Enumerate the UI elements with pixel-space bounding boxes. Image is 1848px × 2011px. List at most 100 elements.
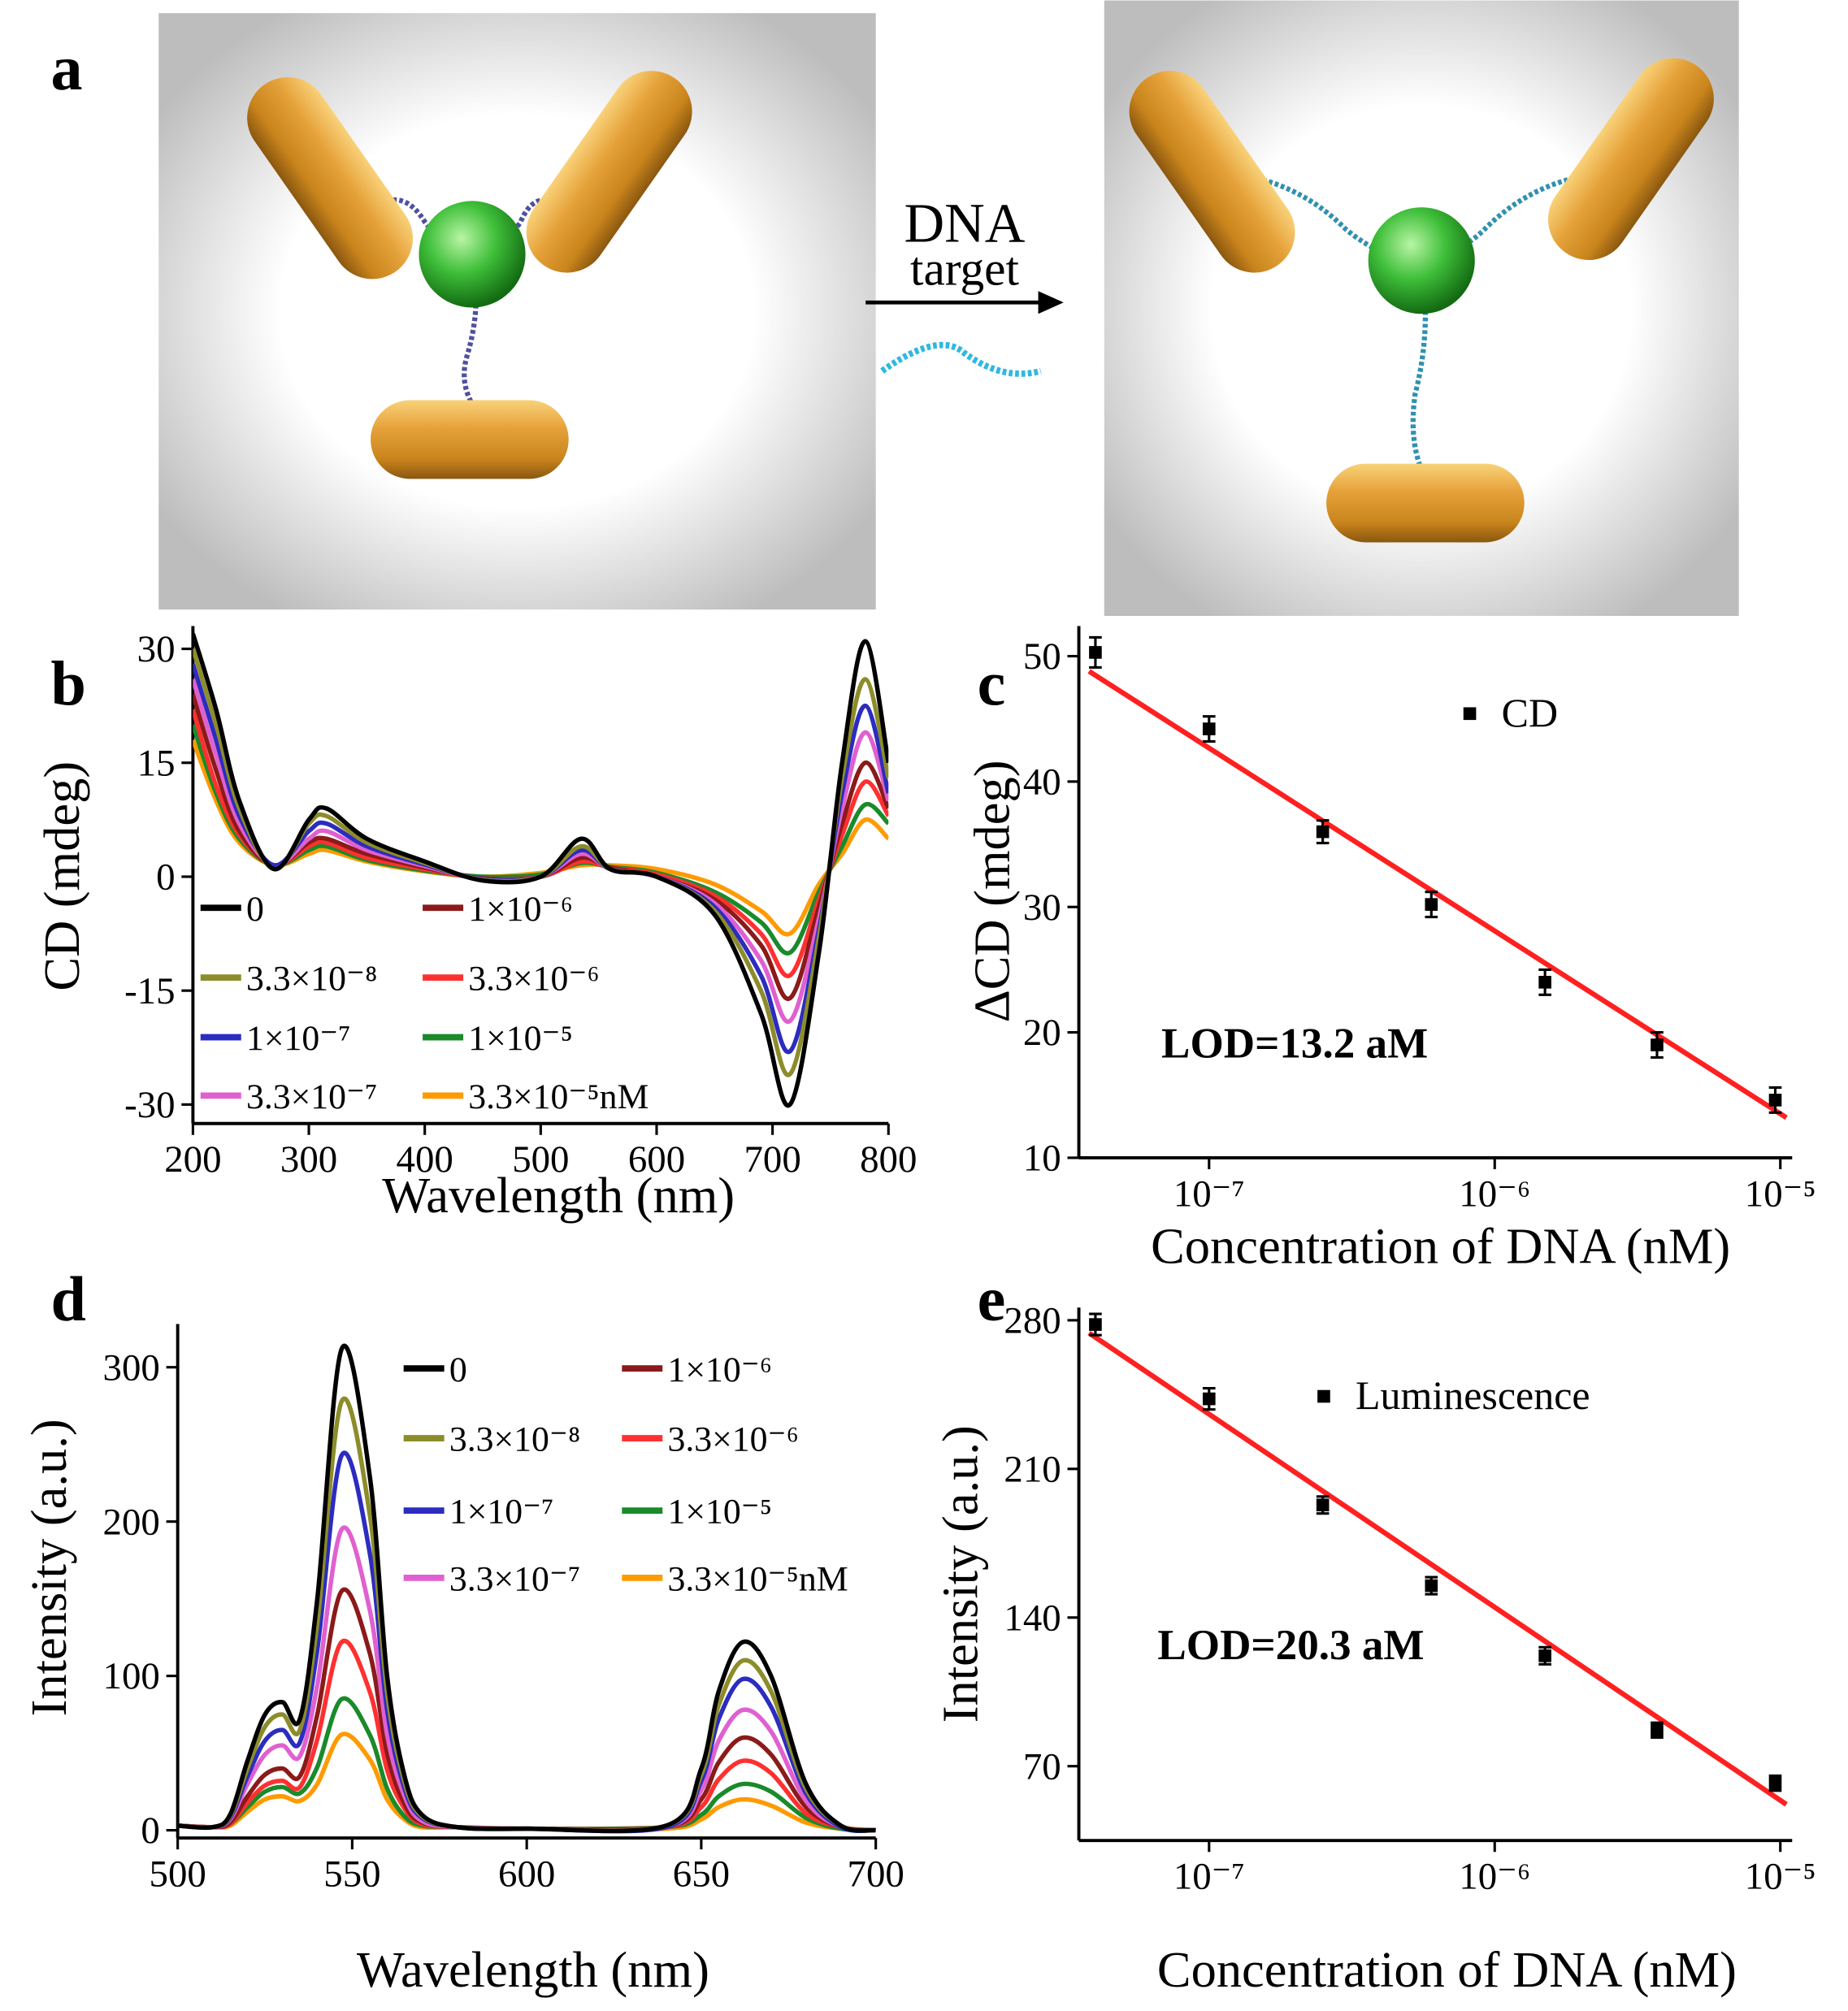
data-point [1651, 1723, 1664, 1737]
series-line [193, 633, 889, 1108]
series-line [177, 1343, 876, 1834]
y-tick-label: 30 [1023, 886, 1061, 929]
data-point [1651, 1038, 1664, 1051]
x-tick-label: 400 [397, 1138, 453, 1181]
x-tick-label: 10⁻⁷ [1173, 1856, 1245, 1898]
x-axis-label: Concentration of DNA (nM) [1151, 1218, 1730, 1275]
y-axis-label: Intensity (a.u.) [20, 1419, 77, 1716]
y-tick-label: 50 [1023, 635, 1061, 678]
legend-label: 3.3×10⁻⁸ [246, 960, 377, 999]
x-tick-label: 10⁻⁵ [1745, 1172, 1816, 1215]
panel-2: d Intensity (a.u.) Wavelength (nm) 0 100 200 3… [20, 1263, 904, 1998]
data-point [1425, 898, 1438, 911]
y-tick-label: 0 [141, 1809, 159, 1852]
y-tick-label: 30 [137, 628, 176, 670]
x-tick-label: 800 [860, 1138, 917, 1181]
annotation: LOD=13.2 aM [1161, 1021, 1428, 1068]
legend-swatch [1463, 707, 1477, 721]
x-tick-label: 10⁻⁵ [1745, 1856, 1816, 1898]
x-tick-label: 500 [512, 1138, 569, 1181]
data-point [1538, 1649, 1551, 1662]
legend-label: 0 [449, 1350, 467, 1389]
plot-area [177, 1343, 876, 1834]
x-tick-label: 550 [323, 1853, 380, 1895]
x-tick-label: 700 [848, 1853, 904, 1895]
data-point [1089, 646, 1102, 659]
data-point [1425, 1579, 1438, 1593]
panel-3: e Intensity (a.u.) Concentration of DNA (n… [932, 1263, 1816, 1998]
y-axis-label: Intensity (a.u.) [932, 1425, 989, 1723]
x-tick-label: 600 [498, 1853, 555, 1895]
panel-letter: d [50, 1263, 85, 1334]
legend-label: 1×10⁻⁷ [246, 1019, 351, 1058]
legend-label: 3.3×10⁻⁵nM [668, 1559, 848, 1598]
y-tick-label: 280 [1004, 1300, 1061, 1342]
x-tick-label: 10⁻⁶ [1459, 1172, 1530, 1215]
panel-letter: a [50, 33, 82, 103]
plot-area [1087, 1330, 1788, 1807]
annotation: LOD=20.3 aM [1157, 1622, 1424, 1669]
x-tick-label: 700 [744, 1138, 800, 1181]
y-axis-label: CD (mdeg) [33, 761, 90, 991]
x-axis-label: Concentration of DNA (nM) [1157, 1941, 1737, 1998]
y-tick-label: 70 [1023, 1745, 1061, 1788]
legend-label: 1×10⁻⁵ [468, 1019, 573, 1058]
y-tick-label: 15 [137, 742, 176, 784]
legend-label: 1×10⁻⁵ [668, 1493, 773, 1532]
data-point [1768, 1776, 1782, 1790]
arrow-head [1038, 291, 1064, 314]
data-point [1768, 1094, 1782, 1107]
data-point [1316, 1498, 1330, 1512]
legend-label: 3.3×10⁻⁶ [668, 1420, 799, 1459]
y-tick-label: 200 [103, 1501, 160, 1543]
legend-label: 1×10⁻⁶ [668, 1350, 773, 1389]
y-axis-label: ΔCD (mdeg) [964, 760, 1021, 1022]
legend-label: 0 [246, 890, 264, 929]
y-tick-label: -30 [124, 1084, 175, 1126]
legend-label: 3.3×10⁻⁶ [468, 960, 599, 999]
panel-0: b CD (mdeg) Wavelength (nm) -30 -15 0 15 30 200 3… [33, 626, 917, 1224]
x-axis-label: Wavelength (nm) [357, 1941, 709, 1998]
panel-letter: c [978, 648, 1006, 718]
y-tick-label: 10 [1023, 1138, 1061, 1180]
y-tick-label: 300 [103, 1346, 160, 1389]
x-tick-label: 600 [628, 1138, 685, 1181]
panel-1: c ΔCD (mdeg) Concentration of DNA (nM) 10 20… [964, 626, 1816, 1275]
plot-area [1087, 669, 1788, 1120]
x-tick-label: 650 [673, 1853, 730, 1895]
gold-nanorod [526, 71, 692, 273]
plot-area [193, 633, 889, 1108]
legend-label: CD [1502, 690, 1558, 735]
data-point [1316, 825, 1330, 839]
x-tick-label: 10⁻⁷ [1173, 1172, 1245, 1215]
legend-label: 3.3×10⁻⁵nM [468, 1077, 649, 1116]
y-tick-label: 40 [1023, 761, 1061, 804]
gold-nanorod [247, 77, 414, 280]
panel-letter: e [978, 1263, 1006, 1334]
upconversion-particle [419, 201, 526, 308]
x-tick-label: 500 [150, 1853, 206, 1895]
y-tick-label: 140 [1004, 1597, 1061, 1639]
x-tick-label: 10⁻⁶ [1459, 1856, 1530, 1898]
panel-a: a DNA target [50, 0, 1739, 617]
series-line [177, 1587, 876, 1833]
data-point [1538, 976, 1551, 989]
fit-line [1087, 669, 1788, 1120]
y-tick-label: 100 [103, 1655, 160, 1697]
fit-line [1087, 1330, 1788, 1807]
x-tick-label: 300 [280, 1138, 337, 1181]
legend-label: Luminescence [1356, 1372, 1590, 1418]
y-tick-label: 0 [156, 856, 175, 899]
series-line [193, 648, 889, 1077]
y-tick-label: -15 [124, 970, 175, 1012]
legend-swatch [1317, 1389, 1330, 1403]
y-tick-label: 20 [1023, 1012, 1061, 1054]
x-tick-label: 200 [164, 1138, 221, 1181]
gold-nanorod [371, 400, 569, 479]
target-dna [880, 341, 1042, 377]
y-tick-label: 210 [1004, 1448, 1061, 1490]
legend-label: 3.3×10⁻⁷ [449, 1559, 580, 1598]
series-line [177, 1525, 876, 1833]
